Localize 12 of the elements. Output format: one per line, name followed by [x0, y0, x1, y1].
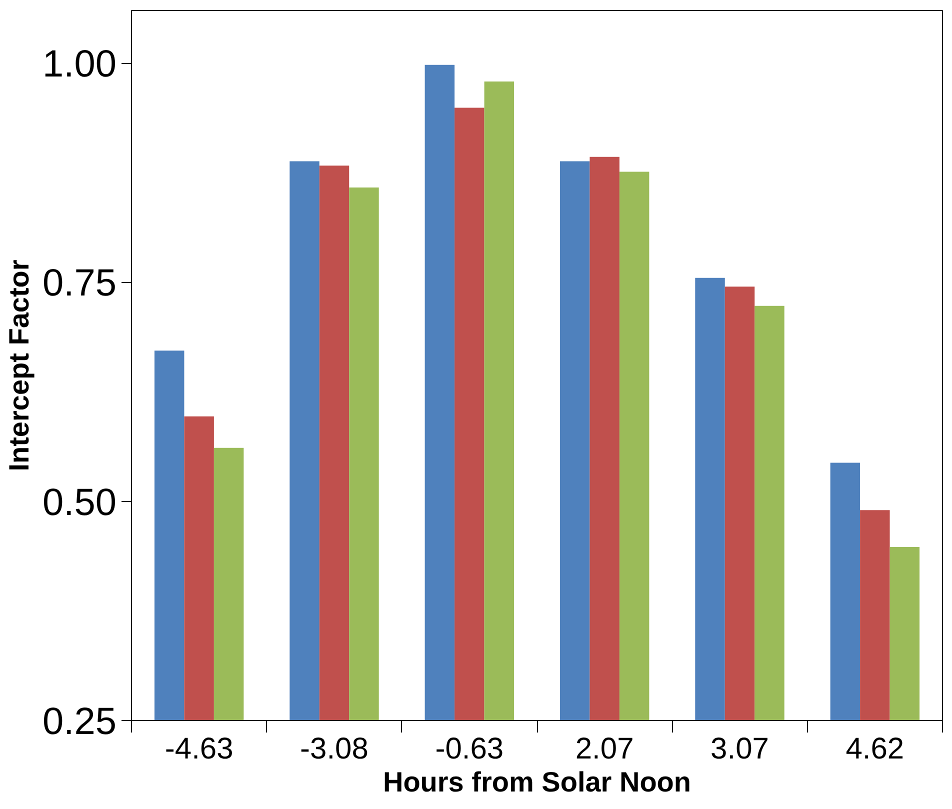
- y-tick-label: 0.75: [42, 262, 117, 305]
- x-tick-label: -3.08: [300, 732, 368, 766]
- x-axis-title: Hours from Solar Noon: [382, 766, 692, 798]
- x-tick-label: 4.62: [846, 732, 904, 766]
- x-tick-label: 3.07: [710, 732, 769, 766]
- y-tick-label: 1.00: [42, 44, 117, 86]
- y-axis-title: Intercept Factor: [4, 260, 35, 472]
- y-tick-label: 0.50: [42, 482, 117, 524]
- y-tick-label: 0.25: [42, 701, 117, 743]
- x-tick-label: -0.63: [435, 732, 504, 766]
- x-tick-label: -4.63: [164, 732, 234, 766]
- x-tick-label: 2.07: [575, 732, 634, 766]
